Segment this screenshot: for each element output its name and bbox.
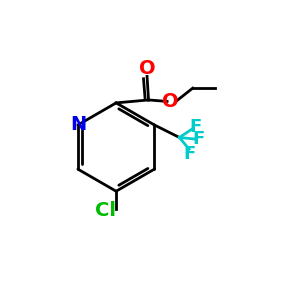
Text: O: O — [139, 58, 155, 78]
Text: Cl: Cl — [95, 201, 116, 220]
Text: O: O — [162, 92, 179, 111]
Text: F: F — [184, 145, 196, 163]
Text: F: F — [192, 130, 205, 148]
Text: F: F — [190, 118, 202, 136]
Text: N: N — [70, 115, 86, 134]
